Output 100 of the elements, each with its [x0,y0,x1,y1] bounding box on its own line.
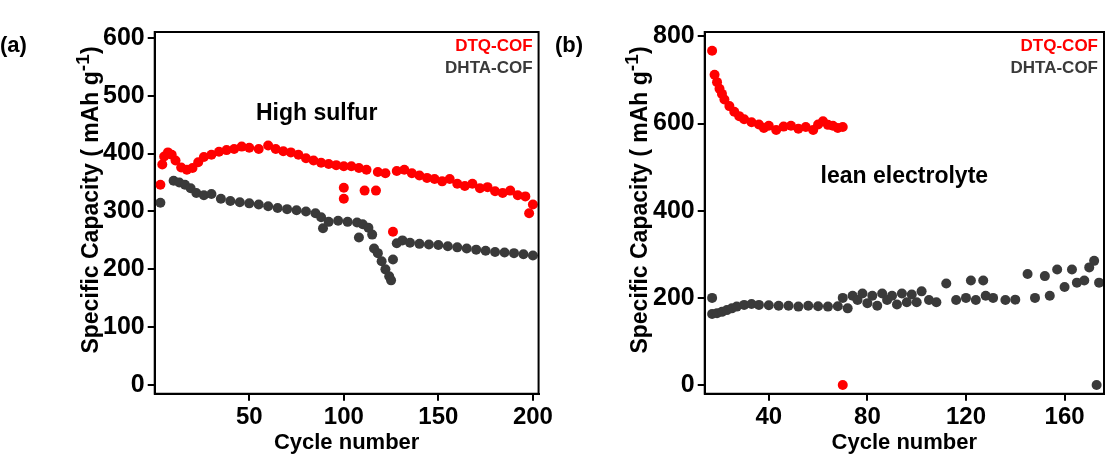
y-tick-label: 200 [102,253,145,282]
point [338,182,349,193]
y-tick-label: 400 [102,137,145,166]
point [490,246,501,257]
point [896,288,907,299]
point [342,216,353,227]
point [803,300,814,311]
point [225,196,236,207]
point [229,143,240,154]
point [867,290,878,301]
point [931,297,942,308]
point [367,229,378,240]
point [359,185,370,196]
point [822,301,833,312]
point [813,301,824,312]
point [323,216,334,227]
point [263,140,274,151]
point [414,238,425,249]
point [244,198,255,209]
point [353,232,364,243]
point [387,226,398,237]
text: DTQ-COF [1020,36,1098,56]
point [1039,271,1050,282]
point [970,295,981,306]
y-tick-label: 0 [130,369,145,398]
point [524,208,535,219]
x-tick-label: 120 [945,401,986,429]
y-tick-label: 200 [652,281,695,310]
point [527,199,538,210]
point [837,380,848,391]
text: DHTA-COF [1010,58,1098,78]
point [941,278,952,289]
point [1029,292,1040,303]
point [1059,282,1070,292]
point [480,245,491,256]
x-tick-label: 40 [755,401,783,429]
point [773,300,784,311]
point [234,197,245,208]
point [916,286,927,297]
point [461,243,472,254]
y-tick-label: 500 [102,79,145,108]
point [771,125,782,136]
point [911,297,922,308]
point [318,223,329,234]
point [376,256,387,267]
point [471,244,482,255]
text: (b) [555,32,584,58]
x-axis-title: Cycle number [831,428,978,454]
point [763,300,774,311]
x-tick-label: 150 [418,401,459,429]
point [887,290,898,301]
point [191,187,202,198]
point [316,212,327,223]
point [1052,264,1063,275]
point [482,182,493,193]
point [253,143,264,154]
point [404,237,415,248]
x-axis-title: Cycle number [273,428,420,454]
point [291,205,302,216]
y-tick-label: 800 [652,20,695,49]
point [857,288,868,299]
point [386,275,397,286]
point [842,303,853,314]
point [157,159,168,170]
point [527,250,538,261]
x-tick-label: 160 [1044,401,1085,429]
point [1010,294,1021,305]
point [452,242,463,253]
point [467,178,478,189]
y-tick-label: 100 [102,311,145,340]
point [906,289,917,300]
point [901,297,912,308]
point [444,174,455,185]
point [763,120,774,131]
y-tick-label: 0 [680,368,695,397]
point [399,164,410,175]
point [707,292,718,303]
point [215,193,226,204]
point [370,185,381,196]
point [282,204,293,215]
point [272,202,283,213]
point [300,206,311,217]
point [520,191,531,202]
point [406,168,417,179]
point [380,168,391,179]
annotation: lean electrolyte [820,162,989,189]
text: DHTA-COF [445,58,533,78]
point [891,299,902,310]
y-tick-label: 600 [652,107,695,136]
point [442,241,453,252]
point [1022,268,1033,279]
y-tick-label: 600 [102,21,145,50]
point [872,300,883,311]
text: (a) [0,32,27,58]
point [452,178,463,189]
point [253,199,264,210]
point [505,185,516,196]
point [206,189,217,200]
x-tick-label: 100 [323,401,364,429]
x-tick-label: 200 [512,401,553,429]
